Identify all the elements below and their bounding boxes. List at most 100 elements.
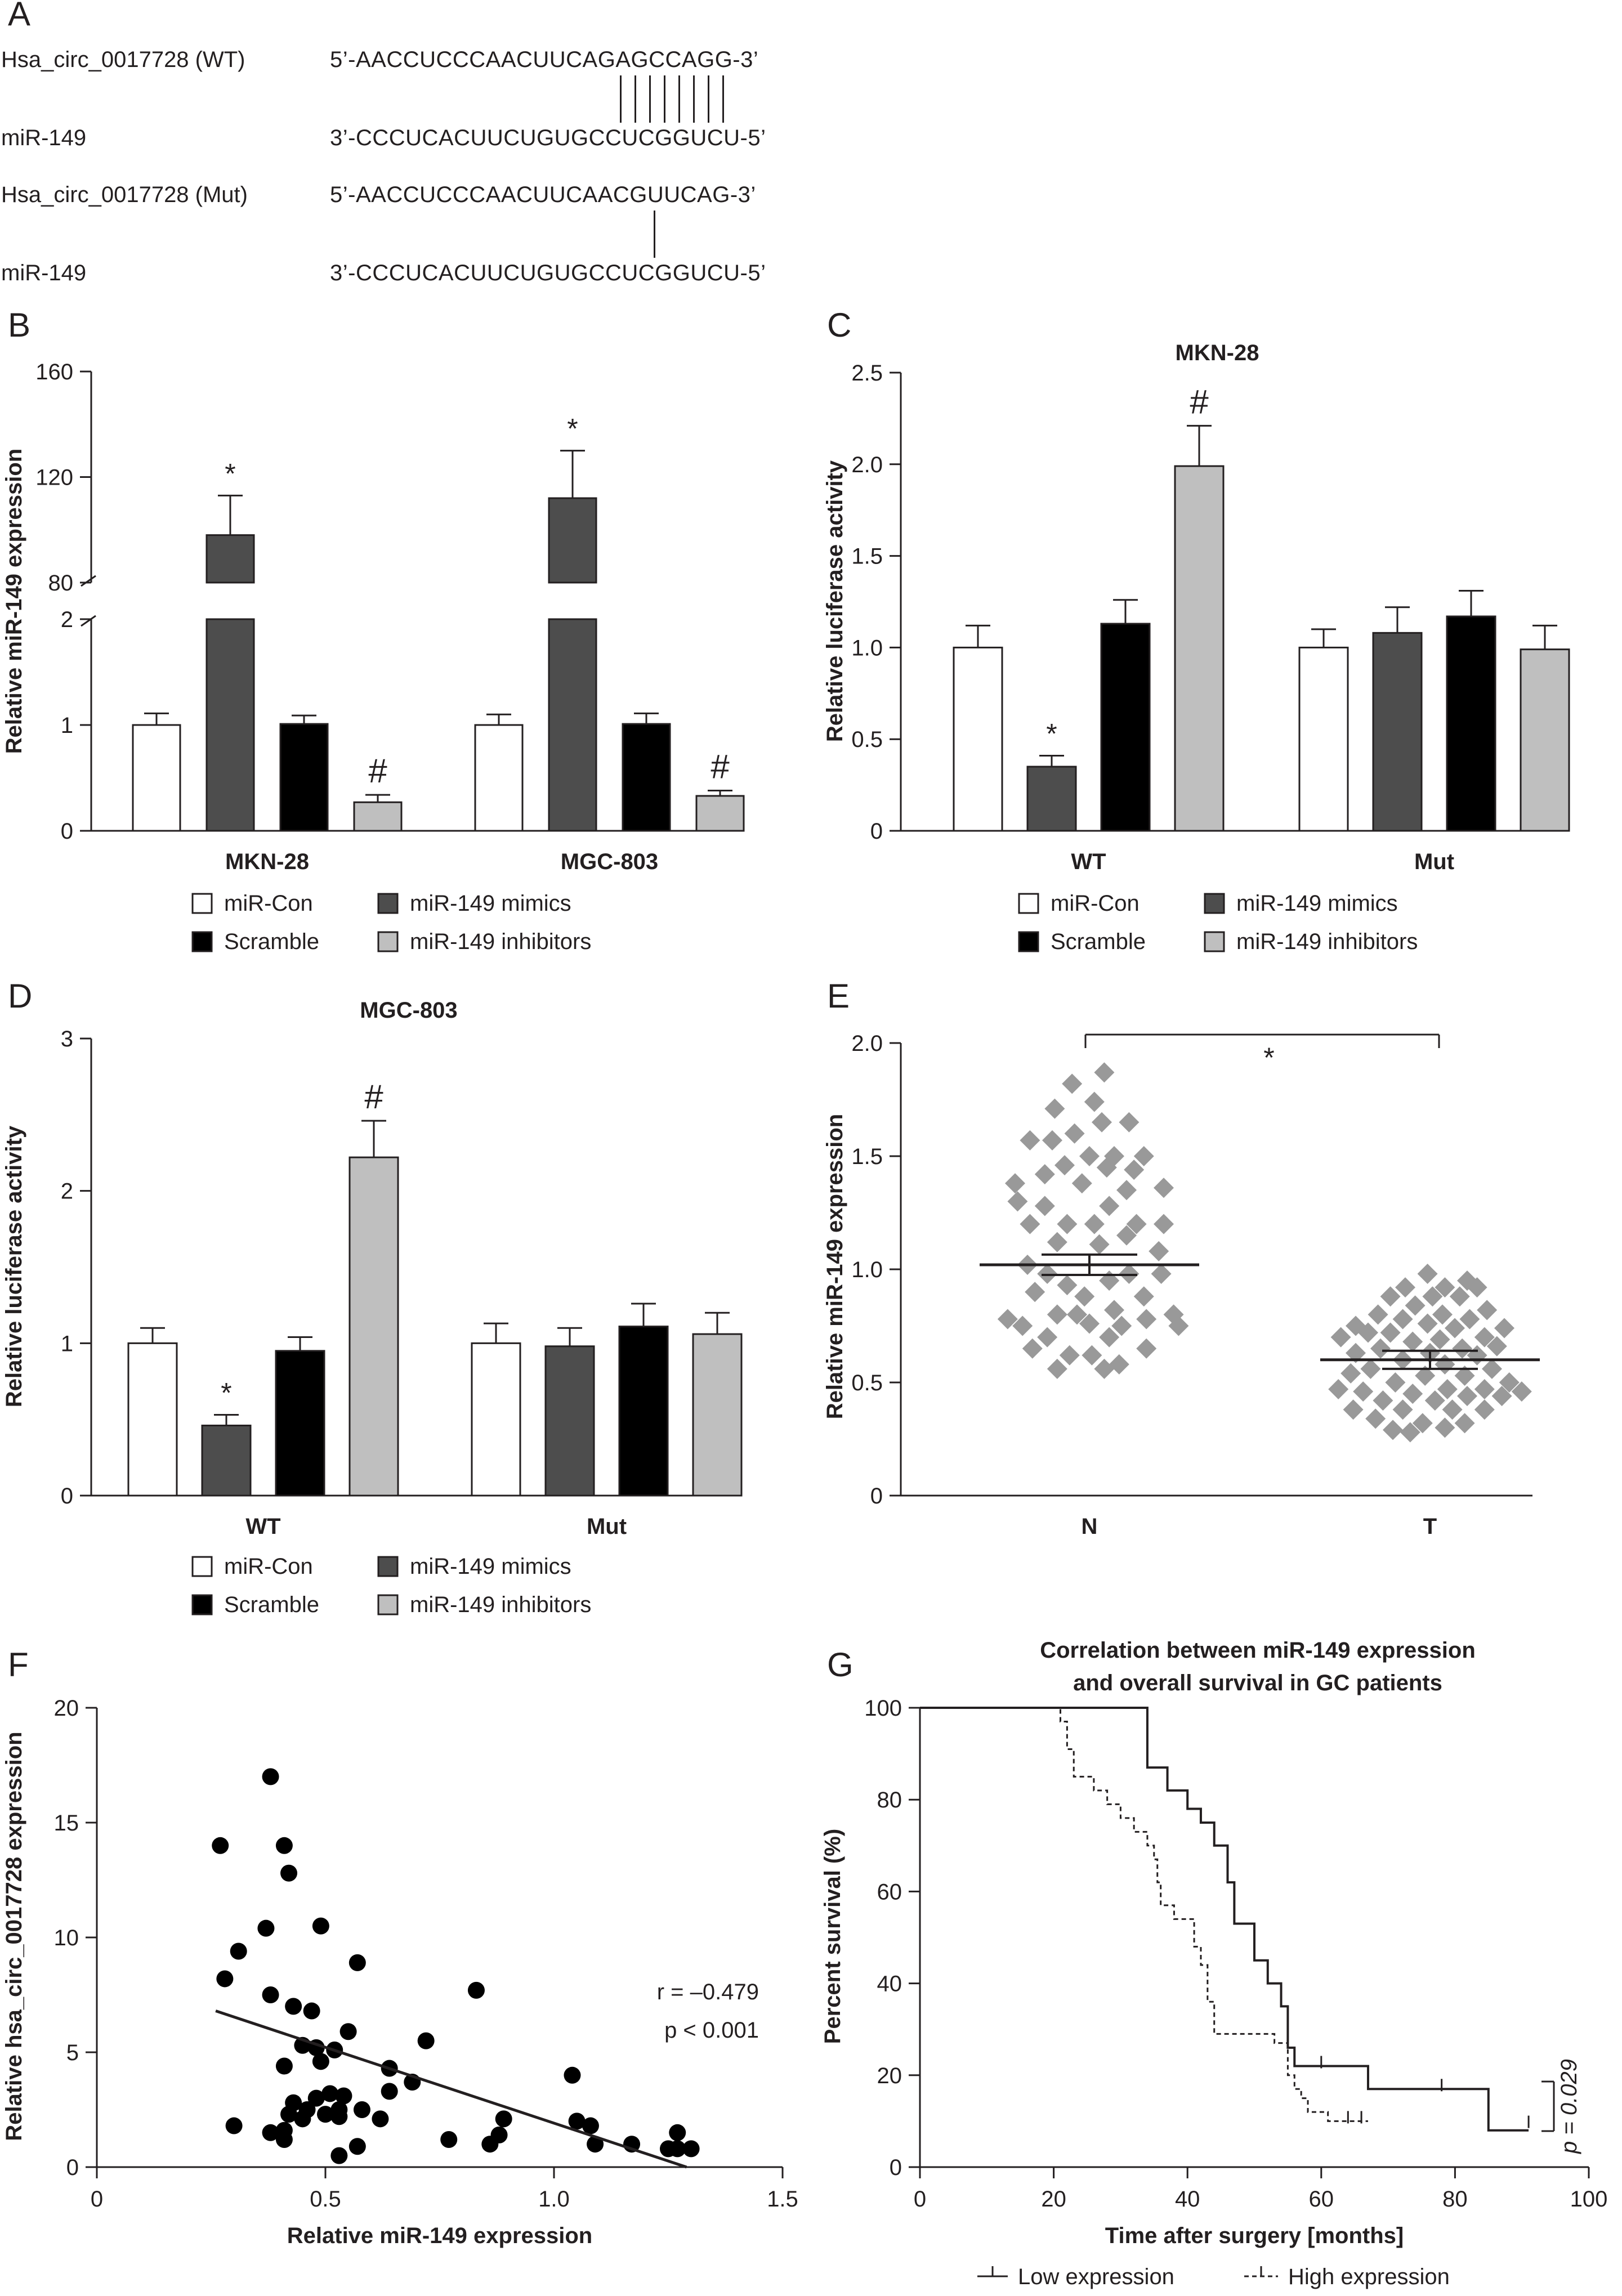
regression-line [215,2009,687,2169]
legend-swatch-scramble [1018,931,1039,952]
legend-swatch-scramble [191,931,213,952]
data-point-n [1154,1178,1174,1198]
data-point-n [1020,1214,1040,1234]
data-point-t [1442,1399,1463,1420]
base-pair-line [708,75,709,123]
data-point [669,2124,686,2141]
legend-swatch-mimics [377,1556,399,1577]
data-point-t [1392,1309,1413,1330]
data-point-t [1449,1286,1470,1307]
data-point [353,2101,370,2118]
data-point-n [1054,1155,1075,1176]
legend-label-mimics: miR-149 mimics [410,891,571,916]
legend-label-scramble: Scramble [224,1592,319,1617]
data-point-n [1057,1214,1078,1234]
bar-series-mir149-mimics-upper [548,497,597,584]
base-pair-line [634,75,636,123]
x-tick-label: N [1082,1514,1098,1539]
data-point-n [1067,1304,1087,1325]
legend-label-inhib: miR-149 inhibitors [410,929,591,954]
legend-swatch-mimics [377,893,399,914]
data-point-t [1435,1277,1455,1298]
data-point [307,2089,325,2107]
data-point-n [1133,1286,1154,1307]
data-point-n [1047,1232,1067,1252]
data-point-t [1499,1372,1520,1393]
data-point-t [1385,1372,1406,1393]
y-axis-title: Relative hsa_circ_0017728 expression [2,1731,26,2141]
panel-label-c: C [827,306,851,344]
legend-swatch-mimics [1204,893,1225,914]
data-point-t [1412,1413,1433,1434]
data-point-t [1417,1313,1438,1334]
data-point [294,2110,311,2128]
data-point [230,1943,247,1960]
data-point-n [1022,1338,1043,1359]
legend-swatch-inhib [377,931,399,952]
data-point-t [1392,1399,1413,1420]
chart-title: MKN-28 [1176,341,1259,365]
data-point-n [1082,1345,1102,1366]
data-point-n [1092,1112,1112,1133]
data-point-n [997,1309,1018,1330]
y-tick-label: 0 [61,819,73,844]
data-point [321,2085,339,2102]
data-point-t [1328,1379,1349,1400]
data-point [348,1954,366,1971]
data-point-t [1467,1277,1487,1298]
legend-label-low: Low expression [1018,2264,1174,2289]
y-tick-label: 1 [61,1331,73,1356]
data-point-n [1020,1130,1040,1151]
seq-mir149-1: 3’-CCCUCACUUCUGUGCCUCGGUCU-5’ [330,126,766,150]
data-point [262,2124,279,2141]
data-point-t [1474,1327,1495,1348]
y-tick-label: 1.5 [851,1144,883,1169]
panel-label-e: E [827,977,850,1015]
data-point-t [1432,1304,1453,1325]
data-point-n [1133,1146,1154,1166]
panel-label-g: G [827,1646,854,1684]
y-tick-label: 2.0 [851,1031,883,1056]
significance-marker: # [368,752,387,790]
y-tick-label: 20 [877,2064,902,2088]
x-tick-label: 40 [1175,2187,1200,2212]
bar-series-mir149-inhibitors [348,1156,399,1497]
data-point-n [1042,1130,1062,1151]
y-tick-label: 0 [890,2155,902,2180]
y-axis-title: Relative miR-149 expression [2,449,26,754]
data-point-n [1149,1241,1169,1261]
legend-label-con: miR-Con [1051,891,1140,916]
data-point [317,2106,334,2123]
axis-break-mark [81,615,96,627]
legend-swatch-con [191,893,213,914]
data-point-t [1343,1399,1364,1420]
data-point-n [1109,1354,1129,1375]
x-tick-label: Mut [587,1514,627,1539]
data-point-t [1368,1304,1388,1325]
data-point-t [1400,1422,1420,1443]
base-pair-line [620,75,622,123]
panel-label-f: F [8,1646,29,1684]
data-point-n [1079,1146,1100,1166]
data-point-t [1474,1379,1495,1400]
data-point-n [1071,1173,1092,1194]
bar-series-scramble [1446,615,1496,832]
data-point-t [1491,1386,1512,1407]
data-point [564,2066,581,2084]
x-tick-label: Mut [1414,849,1454,874]
data-point-t [1486,1336,1507,1357]
data-point-t [1373,1390,1393,1411]
data-point-n [1034,1196,1055,1216]
base-pair-line [693,75,695,123]
bar-series-mir149-inhibitors [695,795,745,832]
chart-title-line-2: and overall survival in GC patients [1073,1671,1442,1695]
data-point-n [1034,1164,1055,1185]
x-axis-title: Relative miR-149 expression [287,2223,592,2248]
bar-series-mir149-mimics [544,1345,595,1497]
base-pair-line [664,75,665,123]
y-axis-title: Relative miR-149 expression [823,1114,847,1419]
data-point-n [1074,1286,1095,1307]
data-point-t [1422,1286,1443,1307]
x-tick-label: 100 [1570,2187,1608,2212]
data-point-t [1435,1417,1455,1438]
